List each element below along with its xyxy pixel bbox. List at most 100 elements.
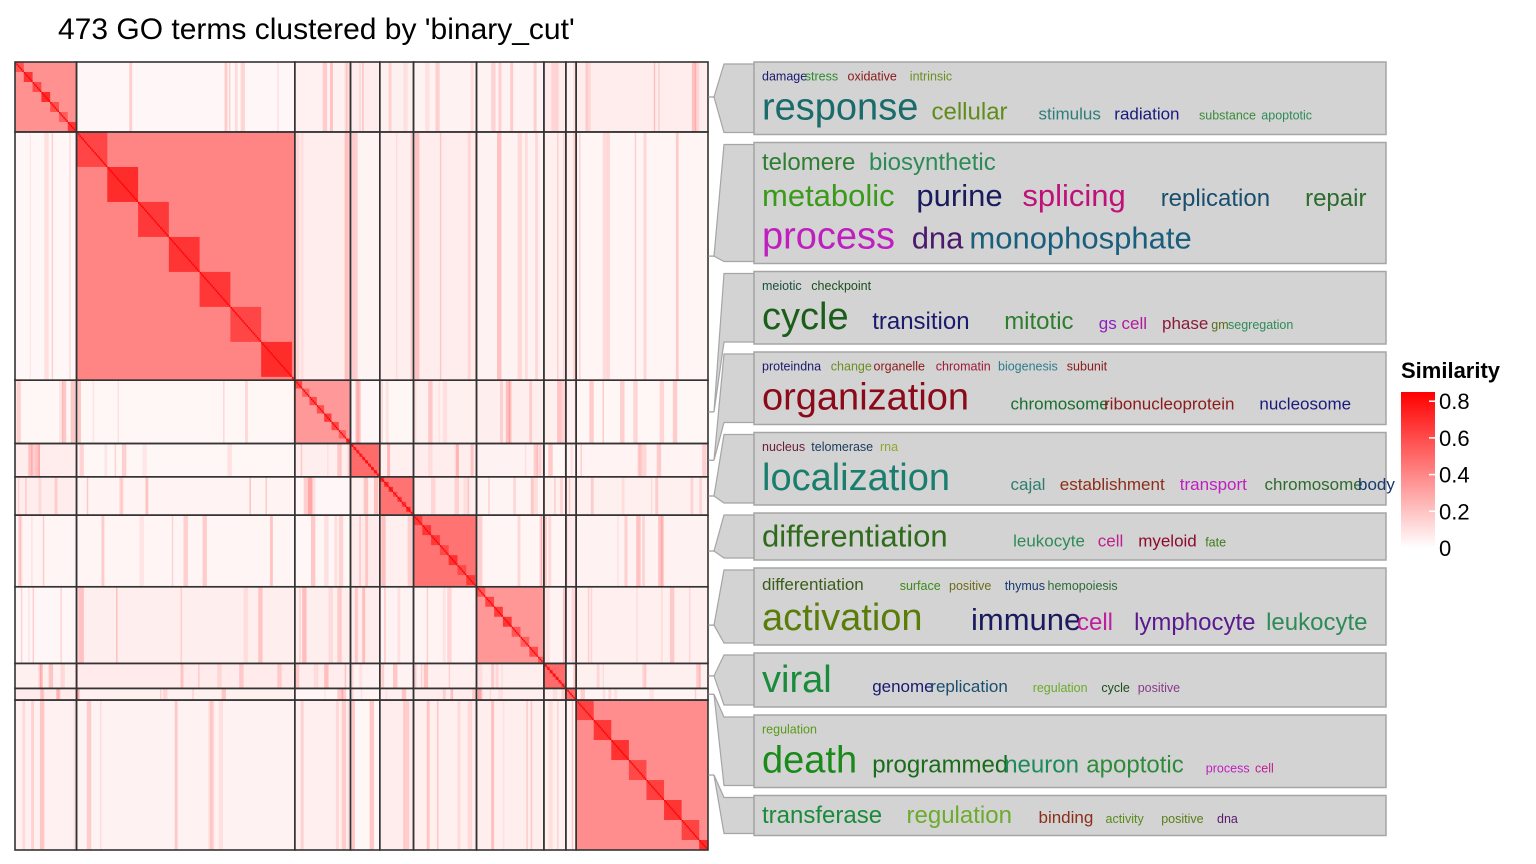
heatmap-diagonal-cell — [453, 560, 455, 562]
heatmap-diagonal-cell — [702, 843, 704, 846]
heatmap-block — [476, 515, 544, 587]
heatmap-stripe — [587, 586, 590, 664]
heatmap-diagonal-cell — [666, 803, 669, 806]
heatmap-diagonal-cell — [165, 233, 168, 236]
heatmap-stripe — [369, 700, 374, 850]
heatmap-stripe — [334, 515, 338, 587]
heatmap-diagonal-cell — [460, 568, 462, 571]
heatmap-diagonal-cell — [523, 640, 525, 642]
word-cloud-word: binding — [1039, 808, 1094, 827]
heatmap-stripe — [393, 663, 398, 689]
heatmap-diagonal-cell — [444, 550, 446, 552]
word-cloud-word: activation — [762, 597, 923, 639]
heatmap-diagonal-cell — [451, 558, 454, 561]
heatmap-diagonal-cell — [391, 490, 393, 492]
heatmap-diagonal-cell — [570, 693, 572, 696]
heatmap-diagonal-cell — [102, 161, 105, 164]
heatmap-diagonal-cell — [110, 170, 112, 172]
heatmap-stripe — [606, 131, 610, 381]
word-cloud-word: repair — [1305, 185, 1366, 212]
heatmap-diagonal-cell — [274, 356, 276, 359]
heatmap-diagonal-cell — [160, 226, 162, 229]
heatmap-diagonal-cell — [467, 576, 470, 579]
heatmap-diagonal-cell — [365, 460, 367, 462]
heatmap-stripe — [32, 586, 35, 664]
heatmap-diagonal-cell — [91, 148, 93, 151]
heatmap-stripe — [688, 586, 691, 664]
heatmap-stripe — [548, 443, 553, 477]
heatmap-stripe — [277, 62, 279, 132]
heatmap-stripe — [694, 62, 700, 132]
heatmap-diagonal-cell — [48, 100, 51, 102]
heatmap-stripe — [228, 62, 231, 132]
heatmap-block — [565, 380, 577, 444]
heatmap-diagonal-cell — [98, 156, 100, 159]
heatmap-stripe — [650, 476, 653, 516]
heatmap-diagonal-cell — [549, 670, 552, 672]
word-cloud-word: telomerase — [811, 440, 873, 454]
heatmap-diagonal-cell — [204, 276, 206, 279]
heatmap-diagonal-cell — [149, 215, 152, 217]
heatmap-stripe — [129, 62, 133, 132]
heatmap-diagonal-cell — [524, 641, 527, 644]
heatmap-stripe — [180, 586, 183, 664]
chart-title: 473 GO terms clustered by 'binary_cut' — [58, 13, 575, 46]
heatmap-diagonal-cell — [502, 616, 505, 619]
heatmap-stripe — [694, 688, 697, 701]
heatmap-stripe — [38, 663, 42, 689]
heatmap-diagonal-cell — [669, 806, 672, 809]
heatmap-diagonal-cell — [686, 825, 688, 827]
heatmap-stripe — [545, 586, 550, 664]
heatmap-stripe — [384, 586, 386, 664]
heatmap-stripe — [354, 380, 360, 444]
heatmap-diagonal-cell — [382, 480, 385, 482]
heatmap-diagonal-cell — [234, 311, 237, 314]
heatmap-diagonal-cell — [183, 253, 185, 256]
word-cloud-word: nucleus — [762, 440, 805, 454]
heatmap-diagonal-cell — [681, 820, 684, 822]
word-cloud-word: metabolic — [762, 178, 895, 213]
heatmap-diagonal-cell — [605, 733, 607, 736]
heatmap-diagonal-cell — [398, 498, 401, 501]
heatmap-stripe — [209, 700, 215, 850]
heatmap-diagonal-cell — [422, 525, 424, 527]
word-cloud-word: regulation — [907, 802, 1012, 829]
heatmap-stripe — [327, 443, 329, 477]
heatmap-diagonal-cell — [485, 596, 487, 599]
heatmap-stripe — [497, 131, 502, 381]
heatmap-diagonal-cell — [214, 288, 216, 291]
heatmap-diagonal-cell — [678, 816, 681, 819]
heatmap-stripe — [414, 663, 417, 689]
heatmap-stripe — [234, 62, 238, 132]
word-cloud-word: monophosphate — [969, 221, 1191, 256]
heatmap-diagonal-cell — [245, 323, 247, 326]
heatmap-diagonal-cell — [643, 776, 645, 779]
heatmap-block — [476, 688, 544, 701]
heatmap-diagonal-cell — [668, 805, 670, 807]
word-cloud-panel-box — [753, 141, 1387, 265]
heatmap-block — [295, 477, 351, 515]
heatmap-block — [350, 586, 380, 664]
heatmap-stripe — [294, 663, 300, 689]
heatmap-diagonal-cell — [88, 145, 90, 147]
heatmap-diagonal-cell — [606, 735, 609, 737]
heatmap-stripe — [456, 443, 459, 477]
word-cloud-word: transport — [1180, 475, 1247, 494]
heatmap-diagonal-cell — [567, 690, 569, 692]
heatmap-subblock — [502, 616, 512, 627]
word-cloud-word: segregation — [1228, 318, 1293, 332]
heatmap-diagonal-cell — [494, 606, 496, 609]
heatmap-stripe — [470, 62, 474, 132]
heatmap-block — [543, 476, 566, 516]
heatmap-diagonal-cell — [419, 521, 421, 524]
heatmap-diagonal-cell — [640, 773, 643, 776]
word-cloud-word: change — [831, 359, 872, 373]
heatmap-diagonal-cell — [436, 541, 439, 544]
heatmap-diagonal-cell — [206, 280, 209, 282]
heatmap-block — [294, 62, 351, 132]
heatmap-stripe — [423, 663, 429, 689]
heatmap-stripe — [439, 131, 442, 381]
word-cloud-word: dna — [1217, 812, 1238, 826]
heatmap-stripe — [78, 380, 81, 444]
